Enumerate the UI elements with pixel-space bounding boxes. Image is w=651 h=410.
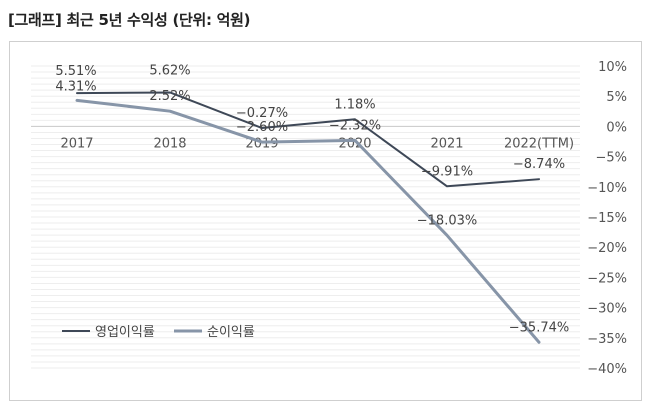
data-label: 5.51% [55, 64, 96, 79]
data-label: −8.74% [513, 157, 565, 172]
y-tick-label: −10% [587, 181, 627, 196]
series-line-net-margin [75, 98, 541, 344]
legend: 영업이익률 순이익률 [62, 325, 255, 340]
y-tick-label: −40% [587, 362, 627, 377]
data-labels: 5.51% 5.62% −0.27% 1.18% −9.91% −8.74% 4.31% 2.… [55, 63, 569, 335]
y-tick-label: 0% [606, 120, 627, 135]
chart-title: [그래프] 최근 5년 수익성 (단위: 억원) [8, 11, 251, 29]
data-label: 2.52% [149, 89, 190, 104]
line-chart: 2017 2018 2019 2020 2021 2022(TTM) 10%5%0%−5%… [31, 60, 627, 377]
x-tick-label: 2017 [60, 136, 93, 151]
series-lines [75, 91, 541, 344]
gridlines [31, 65, 580, 369]
y-tick-label: −15% [587, 211, 627, 226]
y-tick-label: 5% [606, 90, 627, 105]
y-tick-label: −35% [587, 332, 627, 347]
y-tick-label: −30% [587, 302, 627, 317]
x-tick-label: 2022(TTM) [504, 136, 574, 151]
y-tick-label: −5% [595, 151, 627, 166]
x-tick-label: 2021 [430, 136, 463, 151]
data-label: −18.03% [417, 213, 477, 228]
data-label: 4.31% [55, 79, 96, 94]
data-label: −2.60% [236, 120, 288, 135]
series-line-operating-margin [76, 91, 540, 188]
data-label: −0.27% [236, 106, 288, 121]
y-tick-label: 10% [598, 60, 627, 75]
legend-label: 영업이익률 [95, 325, 155, 340]
x-tick-label: 2020 [338, 136, 371, 151]
y-tick-label: −20% [587, 241, 627, 256]
chart-frame: 2017 2018 2019 2020 2021 2022(TTM) 10% 5% 0% −5%… [9, 41, 642, 401]
legend-label: 순이익률 [207, 325, 255, 340]
y-tick-label: −25% [587, 271, 627, 286]
y-axis: 10% 5% 0% −5% −10% −15% −20% −25% −30% −35% −40% [587, 60, 627, 377]
data-label: −35.74% [509, 320, 569, 335]
x-tick-label: 2018 [153, 136, 186, 151]
data-label: 1.18% [334, 97, 375, 112]
data-label: 5.62% [149, 63, 190, 78]
data-label: −2.32% [329, 118, 381, 133]
data-label: −9.91% [421, 164, 473, 179]
